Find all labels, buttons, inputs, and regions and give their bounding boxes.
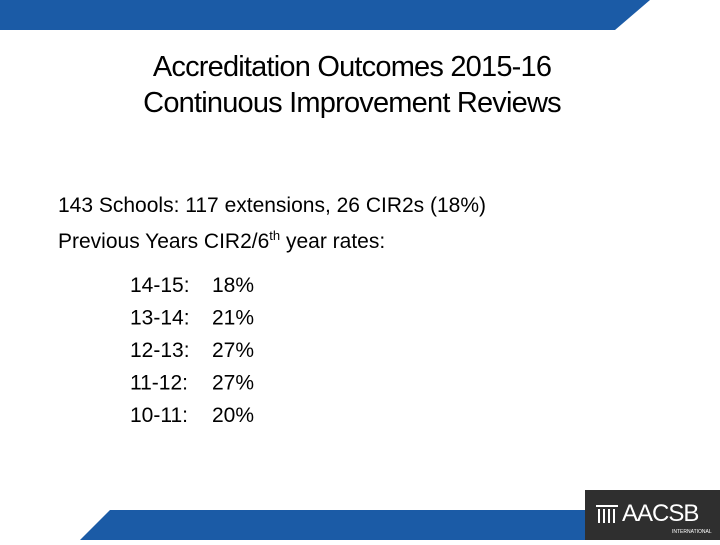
rate-period: 14-15:	[130, 274, 190, 297]
rate-period: 13-14:	[130, 307, 190, 330]
summary: 143 Schools: 117 extensions, 26 CIR2s (1…	[58, 194, 486, 217]
rate-value: 18%	[212, 274, 254, 297]
superscript: th	[269, 228, 280, 243]
bottom-bar	[80, 510, 585, 540]
rate-period: 11-12:	[130, 372, 188, 395]
previous-rates-heading: Previous Years CIR2/6th year rates:	[58, 228, 385, 253]
rate-period: 10-11:	[130, 404, 188, 427]
text: year rates:	[280, 230, 385, 253]
rate-value: 20%	[212, 404, 254, 427]
rate-value: 21%	[212, 307, 254, 330]
rate-value: 27%	[212, 339, 254, 362]
logo-name: AACSB	[622, 500, 698, 527]
rate-period: 12-13:	[130, 339, 190, 362]
top-bar	[0, 0, 650, 30]
rate-value: 27%	[212, 372, 254, 395]
logo-icon	[596, 505, 618, 523]
rates-list: 14-15: 18% 13-14: 21% 12-13: 27% 11-12: 27% 10-1…	[130, 274, 254, 427]
logo-sub: INTERNATIONAL	[672, 529, 712, 535]
text: Previous Years CIR2/6	[58, 230, 269, 253]
title-line: Accreditation Outcomes 2015-16	[153, 51, 551, 83]
title-line: Continuous Improvement Reviews	[143, 87, 561, 119]
logo-box	[585, 490, 720, 540]
